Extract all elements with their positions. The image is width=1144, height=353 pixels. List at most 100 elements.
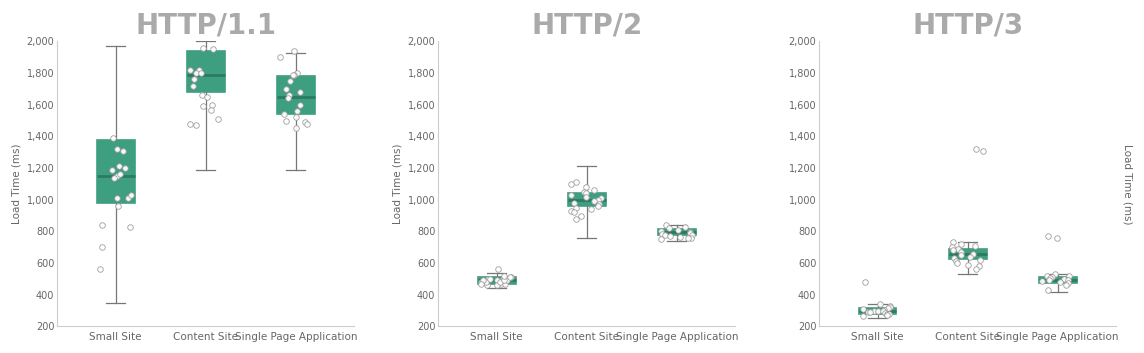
Point: [491, 279, 509, 285]
Point: [963, 251, 982, 256]
Point: [193, 92, 212, 98]
Point: [279, 96, 297, 101]
Point: [188, 122, 206, 128]
Point: [280, 92, 299, 98]
Point: [881, 303, 899, 309]
Point: [108, 146, 126, 152]
Point: [185, 77, 204, 82]
Point: [657, 222, 675, 228]
Y-axis label: Load Time (ms): Load Time (ms): [392, 144, 402, 224]
PathPatch shape: [478, 277, 516, 283]
Point: [1046, 271, 1064, 277]
Point: [492, 281, 510, 286]
Point: [275, 112, 293, 117]
Point: [872, 301, 890, 307]
Point: [948, 260, 967, 266]
Point: [879, 305, 897, 311]
Point: [474, 277, 492, 283]
Point: [480, 276, 499, 282]
Point: [967, 267, 985, 272]
Point: [575, 189, 594, 195]
Point: [288, 70, 307, 76]
Point: [1055, 276, 1073, 282]
PathPatch shape: [277, 76, 315, 114]
Point: [943, 244, 961, 250]
Point: [209, 116, 228, 122]
Point: [493, 276, 511, 282]
Point: [565, 210, 583, 215]
Point: [682, 235, 700, 240]
Point: [582, 207, 601, 212]
PathPatch shape: [97, 139, 135, 203]
Point: [974, 148, 992, 154]
Point: [946, 259, 964, 264]
Point: [591, 195, 610, 201]
Point: [577, 184, 595, 190]
Point: [496, 277, 515, 283]
Point: [652, 228, 670, 234]
Point: [944, 247, 962, 253]
Point: [881, 305, 899, 310]
Point: [472, 279, 491, 285]
Point: [487, 282, 506, 288]
Point: [494, 273, 513, 279]
Point: [945, 256, 963, 261]
Point: [875, 307, 893, 312]
Point: [93, 244, 111, 250]
Point: [192, 70, 210, 76]
Point: [1041, 275, 1059, 281]
Point: [477, 279, 495, 285]
Point: [562, 208, 580, 214]
Point: [478, 282, 496, 288]
Point: [669, 227, 688, 233]
Point: [277, 118, 295, 124]
Point: [577, 194, 595, 199]
Point: [683, 232, 701, 237]
Point: [103, 167, 121, 173]
Point: [277, 86, 295, 92]
Point: [1048, 235, 1066, 240]
Point: [502, 274, 521, 280]
Point: [1058, 280, 1077, 286]
Point: [111, 172, 129, 177]
Point: [675, 224, 693, 229]
Point: [970, 257, 988, 263]
Point: [1039, 287, 1057, 293]
Point: [652, 231, 670, 237]
Point: [585, 198, 603, 204]
Point: [877, 311, 896, 317]
Point: [120, 224, 138, 229]
Point: [495, 279, 514, 285]
Point: [1033, 279, 1051, 284]
PathPatch shape: [186, 51, 224, 92]
Point: [498, 277, 516, 283]
Point: [291, 89, 309, 95]
Point: [1039, 233, 1057, 239]
Title: HTTP/3: HTTP/3: [912, 11, 1023, 39]
Point: [875, 310, 893, 316]
Point: [286, 126, 304, 131]
Point: [877, 312, 896, 318]
Point: [660, 233, 678, 239]
Point: [681, 229, 699, 235]
Point: [104, 135, 122, 141]
PathPatch shape: [859, 308, 897, 314]
Point: [198, 94, 216, 100]
Point: [970, 263, 988, 269]
Point: [291, 102, 309, 108]
Point: [119, 195, 137, 201]
Point: [565, 200, 583, 206]
Point: [287, 108, 305, 114]
Point: [577, 191, 595, 196]
Point: [672, 234, 690, 240]
Point: [296, 119, 315, 125]
Point: [1040, 277, 1058, 282]
Point: [1050, 279, 1068, 285]
Point: [567, 179, 586, 185]
Point: [566, 216, 585, 222]
Point: [952, 249, 970, 255]
Point: [92, 267, 110, 272]
Point: [1060, 273, 1079, 279]
Point: [183, 83, 201, 89]
Point: [501, 274, 519, 280]
